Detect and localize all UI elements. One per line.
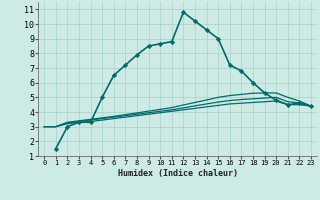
X-axis label: Humidex (Indice chaleur): Humidex (Indice chaleur) [118,169,238,178]
